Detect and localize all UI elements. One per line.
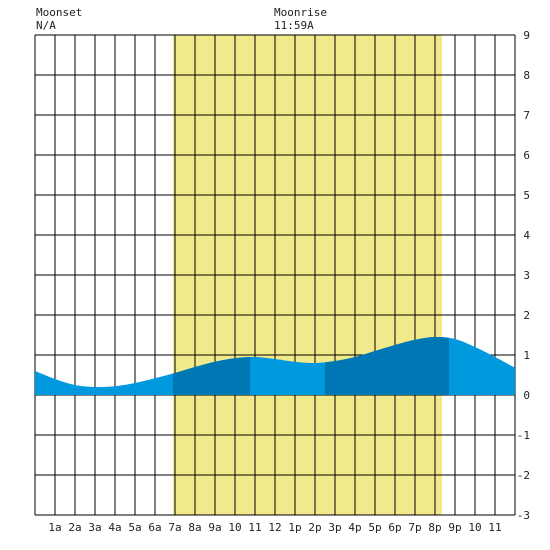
y-tick-label: 4 bbox=[523, 229, 530, 242]
x-tick-label: 2a bbox=[68, 521, 81, 534]
x-tick-label: 12 bbox=[268, 521, 281, 534]
y-tick-label: 5 bbox=[523, 189, 530, 202]
x-tick-label: 5a bbox=[128, 521, 141, 534]
y-tick-label: -2 bbox=[517, 469, 530, 482]
y-tick-label: -3 bbox=[517, 509, 530, 522]
x-tick-label: 2p bbox=[308, 521, 321, 534]
x-tick-label: 6p bbox=[388, 521, 401, 534]
x-tick-label: 9p bbox=[448, 521, 461, 534]
y-tick-label: 9 bbox=[523, 29, 530, 42]
x-tick-label: 7p bbox=[408, 521, 421, 534]
moonrise-time: 11:59A bbox=[274, 19, 314, 32]
x-tick-label: 10 bbox=[468, 521, 481, 534]
x-tick-label: 8p bbox=[428, 521, 441, 534]
x-tick-label: 3a bbox=[88, 521, 101, 534]
moonrise-label: Moonrise bbox=[274, 6, 327, 19]
moonset-label: Moonset bbox=[36, 6, 83, 19]
y-tick-label: 3 bbox=[523, 269, 530, 282]
y-tick-label: 6 bbox=[523, 149, 530, 162]
tide-area-highlight bbox=[173, 357, 250, 395]
x-tick-label: 10 bbox=[228, 521, 241, 534]
x-tick-label: 3p bbox=[328, 521, 341, 534]
y-tick-label: 7 bbox=[523, 109, 530, 122]
x-tick-label: 11 bbox=[488, 521, 501, 534]
moonset-time: N/A bbox=[36, 19, 56, 32]
x-tick-label: 6a bbox=[148, 521, 161, 534]
y-tick-label: 2 bbox=[523, 309, 530, 322]
x-tick-label: 8a bbox=[188, 521, 201, 534]
y-tick-label: 1 bbox=[523, 349, 530, 362]
y-tick-label: -1 bbox=[517, 429, 530, 442]
tide-area-highlight bbox=[325, 336, 449, 395]
x-tick-label: 7a bbox=[168, 521, 181, 534]
x-tick-label: 1a bbox=[48, 521, 61, 534]
x-tick-label: 11 bbox=[248, 521, 261, 534]
x-tick-label: 4p bbox=[348, 521, 361, 534]
y-tick-label: 8 bbox=[523, 69, 530, 82]
x-tick-label: 5p bbox=[368, 521, 381, 534]
y-tick-label: 0 bbox=[523, 389, 530, 402]
x-tick-label: 4a bbox=[108, 521, 121, 534]
x-tick-label: 1p bbox=[288, 521, 301, 534]
x-tick-label: 9a bbox=[208, 521, 221, 534]
